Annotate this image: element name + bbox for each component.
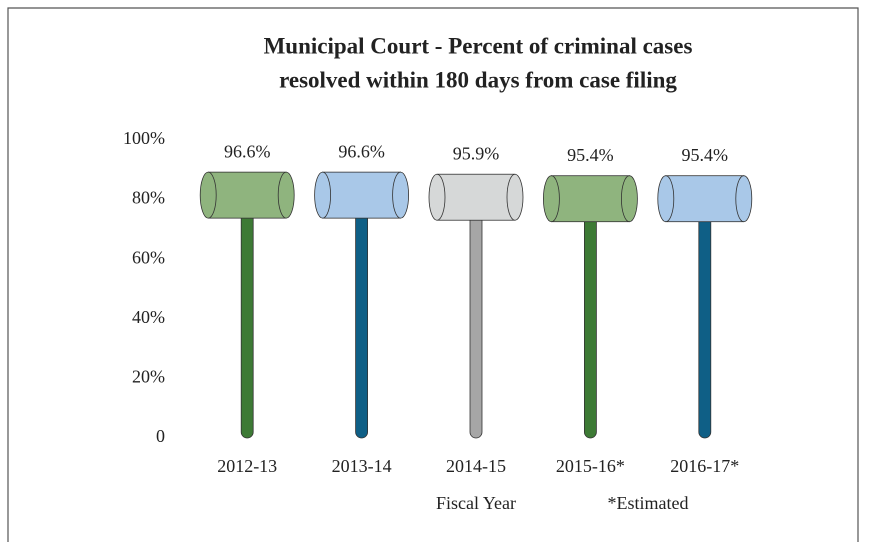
gavel-handle <box>584 195 597 439</box>
x-tick-label: 2014-15 <box>446 456 506 476</box>
data-label: 95.4% <box>682 145 729 165</box>
gavel-handle <box>355 191 369 439</box>
data-label: 96.6% <box>224 141 271 161</box>
gavel-handle <box>698 195 712 439</box>
gavel-head-end <box>543 175 560 223</box>
gavel-head-end <box>277 171 295 219</box>
gavel-head <box>551 175 630 223</box>
y-tick-label: 0 <box>156 426 165 446</box>
data-label: 95.4% <box>567 145 614 165</box>
y-tick-label: 80% <box>132 188 165 208</box>
gavel <box>543 175 638 439</box>
gavel-head-end <box>199 171 217 219</box>
frame <box>7 7 859 542</box>
gavel-head-end <box>392 171 410 219</box>
gavel-head-end <box>735 175 753 223</box>
gavel-head-end <box>506 173 524 221</box>
gavel-head <box>436 173 516 221</box>
gavel-handle <box>469 193 483 439</box>
y-tick-label: 40% <box>132 307 165 327</box>
x-tick-label: 2015-16* <box>556 456 625 476</box>
x-axis-label: Fiscal Year <box>436 493 516 513</box>
annotation: *Estimated <box>608 493 689 513</box>
x-tick-label: 2016-17* <box>670 456 739 476</box>
gavel <box>428 173 524 439</box>
x-tick-label: 2013-14 <box>332 456 392 476</box>
data-label: 96.6% <box>338 141 385 161</box>
y-tick-label: 20% <box>132 367 165 387</box>
gavel-head-end <box>314 171 332 219</box>
gavel-head <box>322 171 402 219</box>
gavel-handle <box>240 191 254 439</box>
gavel-head-end <box>657 175 675 223</box>
gavel-head-end <box>621 175 638 223</box>
gavel-head-end <box>428 173 446 221</box>
chart-title: resolved within 180 days from case filin… <box>279 67 677 92</box>
y-tick-label: 60% <box>132 247 165 267</box>
y-tick-label: 100% <box>123 128 165 148</box>
gavel <box>657 175 753 439</box>
gavel <box>314 171 410 439</box>
gavel <box>199 171 295 439</box>
x-tick-label: 2012-13 <box>217 456 277 476</box>
data-label: 95.9% <box>453 143 500 163</box>
gavel-head <box>665 175 745 223</box>
chart-title: Municipal Court - Percent of criminal ca… <box>264 33 693 58</box>
gavel-head <box>207 171 287 219</box>
